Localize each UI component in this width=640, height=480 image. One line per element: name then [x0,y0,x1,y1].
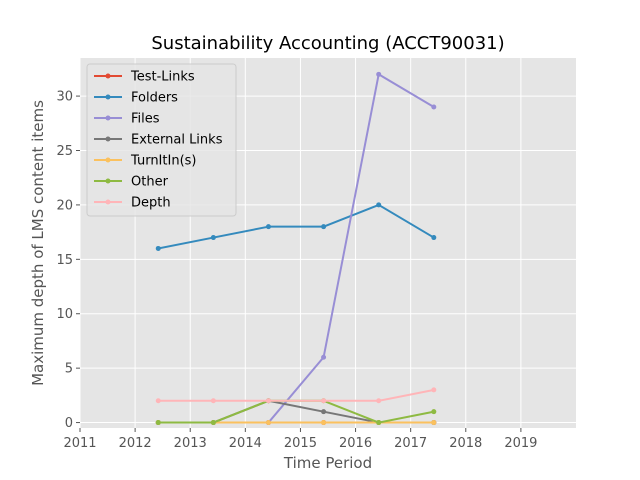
legend-label: Files [131,112,160,127]
x-tick-label: 2012 [119,436,152,451]
legend-label: Test-Links [130,70,195,85]
legend-swatch-marker [105,115,111,121]
x-tick-label: 2013 [174,436,207,451]
data-point [376,71,382,77]
legend-item: Depth [94,196,171,211]
data-point [155,398,161,404]
legend-item: Files [94,112,160,127]
y-tick-label: 10 [56,307,73,322]
legend-item: Folders [94,91,178,106]
legend-item: TurnItIn(s) [94,154,196,169]
data-point [210,235,216,241]
data-point [265,420,271,426]
data-point [155,245,161,251]
x-tick-label: 2018 [449,436,482,451]
data-point [431,409,437,415]
legend-item: External Links [94,133,223,148]
legend-label: Folders [131,91,178,106]
y-tick-label: 30 [56,90,73,105]
data-point [376,420,382,426]
data-point [321,224,327,230]
data-point [431,104,437,110]
data-point [431,387,437,393]
legend-swatch-marker [105,136,111,142]
y-axis-label: Maximum depth of LMS content items [29,100,47,386]
legend-label: TurnItIn(s) [130,154,196,169]
legend-item: Test-Links [94,70,195,85]
data-point [155,420,161,426]
data-point [431,420,437,426]
y-tick-label: 0 [65,416,73,431]
data-point [321,409,327,415]
x-tick-label: 2017 [394,436,427,451]
legend-label: External Links [131,133,223,148]
legend-swatch-marker [105,94,111,100]
data-point [376,202,382,208]
legend-frame [86,63,237,217]
x-tick-label: 2011 [63,436,96,451]
series-lines [155,71,437,426]
series-depth [155,387,437,404]
y-tick-label: 20 [56,198,73,213]
data-point [265,398,271,404]
chart-title: Sustainability Accounting (ACCT90031) [151,33,504,54]
x-axis-label: Time Period [283,454,372,472]
x-tick-label: 2016 [339,436,372,451]
legend-item: Other [94,175,169,190]
x-tick-label: 2019 [504,436,537,451]
legend-swatch-marker [105,178,111,184]
series-line [157,203,436,250]
series-line [157,388,435,402]
y-tick-label: 5 [65,362,73,377]
x-tick-label: 2015 [284,436,317,451]
data-point [210,420,216,426]
legend-label: Other [131,175,169,190]
legend: Test-Links Folders Files External Links Turn… [86,63,237,217]
legend-swatch-marker [105,73,111,79]
legend-swatch-marker [105,199,111,205]
x-tick-label: 2014 [229,436,262,451]
series-folders [155,202,437,251]
data-point [321,398,327,404]
data-point [376,398,382,404]
data-point [321,420,327,426]
data-point [431,235,437,241]
legend-label: Depth [131,196,171,211]
x-axis-ticks: 2011 2012 2013 2014 2015 2016 2017 2018 2019 [63,428,537,451]
data-point [265,224,271,230]
y-tick-label: 15 [56,253,73,268]
data-point [321,354,327,360]
legend-swatch-marker [105,157,111,163]
data-point [210,398,216,404]
y-tick-label: 25 [56,144,73,159]
y-axis-ticks: 0 5 10 15 20 25 30 [56,90,80,431]
